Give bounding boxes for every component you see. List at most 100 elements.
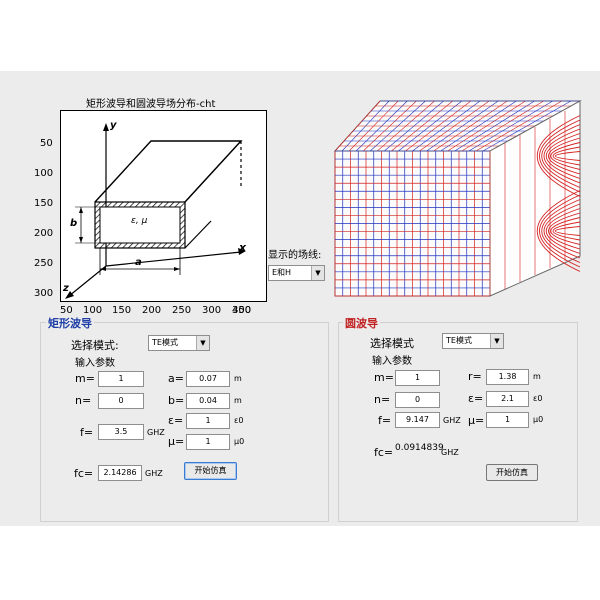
field-loop xyxy=(546,133,581,179)
circ-mu-label: μ= xyxy=(468,414,485,427)
rect-m-input[interactable]: 1 xyxy=(98,371,144,387)
dimension-label-b: b xyxy=(70,218,78,229)
rect-b-unit: m xyxy=(234,396,242,405)
plot-title: 矩形波导和圆波导场分布-cht xyxy=(86,99,216,110)
field-loop xyxy=(537,190,581,272)
circ-eps-unit: ε0 xyxy=(533,394,543,403)
circ-m-input[interactable]: 1 xyxy=(395,370,440,386)
circ-f-unit: GHZ xyxy=(443,416,461,425)
app-window: 矩形波导和圆波导场分布-cht xyxy=(0,71,600,526)
rect-eps-input[interactable]: 1 xyxy=(186,413,230,429)
front-face xyxy=(334,150,491,297)
circ-eps-label: ε= xyxy=(468,392,484,405)
x-tick: 50 xyxy=(60,305,73,316)
rect-fc-label: fc= xyxy=(74,467,94,480)
rect-eps-label: ε= xyxy=(168,414,184,427)
axis-label-z: z xyxy=(63,283,69,294)
y-tick: 100 xyxy=(34,168,54,179)
rect-panel xyxy=(40,322,329,522)
x-tick: 100 xyxy=(83,305,103,316)
x-tick: 350 xyxy=(232,305,252,316)
circ-params-label: 输入参数 xyxy=(372,356,412,367)
circ-mode-label: 选择模式 xyxy=(370,337,414,350)
circ-r-input[interactable]: 1.38 xyxy=(486,369,529,385)
circ-r-unit: m xyxy=(533,372,541,381)
field-loop xyxy=(546,208,581,254)
rect-mode-select[interactable]: TE模式 ▼ xyxy=(148,335,210,351)
y-tick: 200 xyxy=(34,228,54,239)
circ-mode-select[interactable]: TE模式 ▼ xyxy=(442,333,504,349)
field-loop xyxy=(550,217,581,245)
y-tick: 250 xyxy=(34,258,54,269)
rect-mode-value: TE模式 xyxy=(152,338,178,347)
field-display-value: E和H xyxy=(272,268,292,277)
y-tick: 300 xyxy=(34,288,54,299)
circ-f-label: f= xyxy=(378,414,392,427)
rect-b-label: b= xyxy=(168,394,185,407)
rect-mode-label: 选择模式: xyxy=(71,339,119,352)
field-loop xyxy=(548,212,581,250)
field-loop xyxy=(548,137,581,175)
field-display-label: 显示的场线: xyxy=(268,250,322,261)
y-tick: 150 xyxy=(34,198,54,209)
circ-m-label: m= xyxy=(374,371,394,384)
field-loop xyxy=(539,194,581,268)
circ-f-input[interactable]: 9.147 xyxy=(395,412,440,428)
circ-eps-input[interactable]: 2.1 xyxy=(486,391,529,407)
chevron-down-icon: ▼ xyxy=(196,336,209,350)
field-loop xyxy=(539,119,581,193)
rect-a-unit: m xyxy=(234,374,242,383)
field-loop xyxy=(537,115,581,197)
axis-label-y: y xyxy=(110,120,117,131)
rect-mu-input[interactable]: 1 xyxy=(186,434,230,450)
rect-a-input[interactable]: 0.07 xyxy=(186,371,230,387)
rect-eps-unit: ε0 xyxy=(234,416,244,425)
chevron-down-icon: ▼ xyxy=(490,334,503,348)
field-cube-plot xyxy=(333,100,582,297)
field-loop xyxy=(552,146,581,166)
circ-mode-value: TE模式 xyxy=(446,336,472,345)
dimension-label-a: a xyxy=(135,257,142,268)
x-tick: 250 xyxy=(172,305,192,316)
y-tick: 50 xyxy=(40,138,53,149)
rect-fc-unit: GHZ xyxy=(145,469,163,478)
circ-fc-unit: GHZ xyxy=(441,448,459,457)
field-loop xyxy=(552,221,581,241)
rect-f-label: f= xyxy=(80,426,94,439)
rect-n-input[interactable]: 0 xyxy=(98,393,144,409)
rect-n-label: n= xyxy=(75,394,92,407)
rect-a-label: a= xyxy=(168,372,184,385)
circ-fc-value: 0.0914839 xyxy=(395,443,444,453)
rect-start-button[interactable]: 开始仿真 xyxy=(184,462,237,480)
rect-waveguide-diagram xyxy=(65,123,246,299)
rect-params-label: 输入参数 xyxy=(75,358,115,369)
field-loop xyxy=(555,151,581,161)
axis-label-x: x xyxy=(239,241,247,254)
diagram-axes: y x z b a ε, μ xyxy=(60,110,267,302)
circ-mu-unit: μ0 xyxy=(533,415,544,424)
circ-start-button[interactable]: 开始仿真 xyxy=(486,464,538,481)
medium-label: ε, μ xyxy=(131,216,148,226)
rect-f-input[interactable]: 3.5 xyxy=(98,424,144,440)
rect-mu-unit: μ0 xyxy=(234,437,245,446)
rect-b-input[interactable]: 0.04 xyxy=(186,393,230,409)
rect-m-label: m= xyxy=(75,372,95,385)
x-tick-last: 400 xyxy=(232,305,252,316)
rect-panel-title: 矩形波导 xyxy=(46,315,94,331)
x-tick: 200 xyxy=(142,305,162,316)
chevron-down-icon: ▼ xyxy=(311,266,324,280)
field-loop xyxy=(543,203,581,259)
circ-r-label: r= xyxy=(468,370,482,383)
rect-mu-label: μ= xyxy=(168,435,185,448)
rect-f-unit: GHZ xyxy=(147,428,165,437)
circ-n-label: n= xyxy=(374,393,391,406)
circ-n-input[interactable]: 0 xyxy=(395,392,440,408)
rect-fc-value: 2.14286 xyxy=(98,465,142,481)
circ-panel xyxy=(338,322,578,522)
field-loop xyxy=(550,142,581,170)
circ-mu-input[interactable]: 1 xyxy=(486,412,529,428)
circ-fc-label: fc= xyxy=(374,446,394,459)
field-display-select[interactable]: E和H ▼ xyxy=(268,265,325,281)
field-loop xyxy=(543,128,581,184)
field-loop xyxy=(555,226,581,236)
